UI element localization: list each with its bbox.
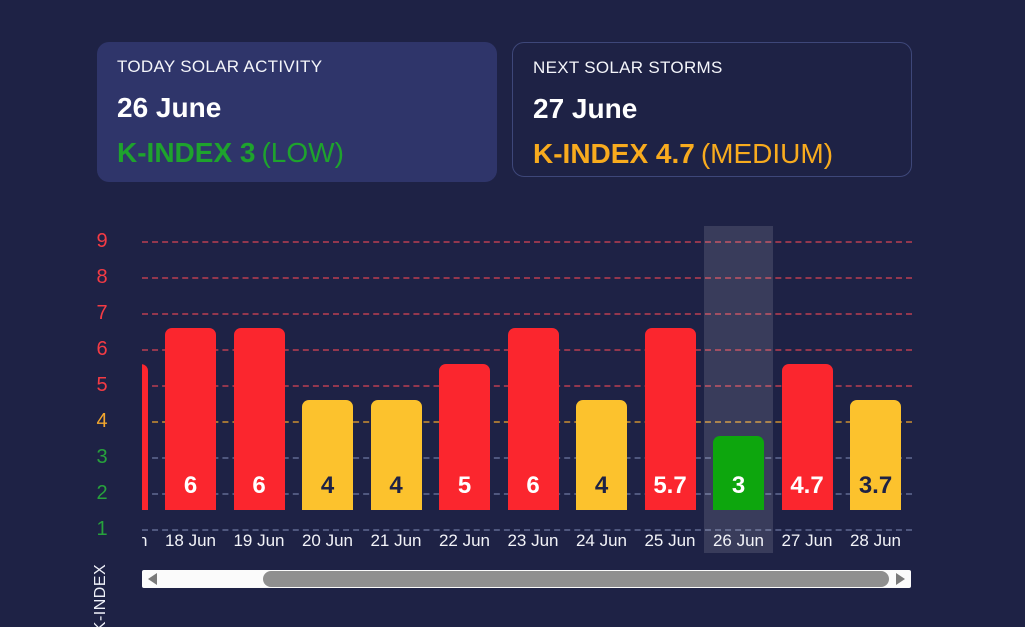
kindex-bar-23-jun[interactable]: 6	[507, 328, 559, 510]
gridline-9	[142, 241, 912, 243]
x-axis-label: 28 Jun	[849, 531, 902, 550]
bar-value-label: 4	[320, 472, 335, 499]
kindex-bar-28-jun[interactable]: 3.7	[850, 400, 901, 510]
x-axis-label: 21 Jun	[370, 531, 422, 550]
x-axis-label: 23 Jun	[507, 531, 559, 550]
x-axis-label: 25 Jun	[644, 531, 696, 550]
bar-value-label: 6	[526, 472, 540, 499]
next-kindex-severity: (MEDIUM)	[700, 138, 834, 169]
today-card-date: 26 June	[117, 92, 222, 123]
next-kindex-value: K-INDEX 4.7	[533, 138, 695, 169]
next-card-title: NEXT SOLAR STORMS	[533, 58, 723, 77]
kindex-bar-chart: 17 Jun 6 18 Jun 6 19 Jun 4 20 Jun 4 21 Jun 5 22 Ju…	[142, 220, 912, 565]
today-kindex-severity: (LOW)	[261, 137, 344, 168]
bar-value-label: 5.7	[653, 472, 687, 499]
kindex-bar-19-jun[interactable]: 6	[233, 328, 285, 510]
scrollbar-left-arrow-icon[interactable]	[148, 573, 157, 585]
kindex-bar-21-jun[interactable]: 4	[370, 400, 422, 510]
y-axis-title: K-INDEX	[92, 563, 109, 627]
x-axis-label: 19 Jun	[233, 531, 285, 550]
gridline-8	[142, 277, 912, 279]
bar-value-label: 6	[252, 472, 266, 499]
y-axis-tick-6: 6	[96, 338, 108, 360]
bar-value-label: 6	[183, 472, 198, 499]
bar-value-label: 5	[457, 472, 472, 499]
kindex-bar-25-jun[interactable]: 5.7	[644, 328, 696, 510]
next-card-date: 27 June	[533, 93, 638, 124]
y-axis-tick-4: 4	[96, 410, 108, 432]
x-axis-label: 18 Jun	[164, 531, 217, 550]
today-solar-activity-card: TODAY SOLAR ACTIVITY 26 June K-INDEX 3 (L…	[97, 42, 497, 182]
y-axis-tick-7: 7	[96, 302, 108, 324]
kindex-bar-27-jun[interactable]: 4.7	[781, 364, 833, 510]
scrollbar-thumb[interactable]	[263, 571, 889, 587]
kindex-bar-26-jun[interactable]: 3	[713, 436, 764, 510]
y-axis-tick-5: 5	[96, 374, 108, 396]
today-card-kindex-line: K-INDEX 3 (LOW)	[117, 138, 477, 168]
y-axis-tick-9: 9	[96, 230, 108, 252]
x-axis-label: 22 Jun	[438, 531, 491, 550]
today-kindex-value: K-INDEX 3	[117, 137, 256, 168]
horizontal-scrollbar[interactable]	[142, 570, 911, 588]
y-axis-tick-1: 1	[96, 518, 108, 540]
bar-value-label: 3	[731, 472, 746, 499]
next-solar-storms-card: NEXT SOLAR STORMS 27 June K-INDEX 4.7 (ME…	[512, 42, 912, 177]
y-axis: 9 8 7 6 5 4 3 2 1	[0, 0, 142, 627]
x-axis-label: 20 Jun	[301, 531, 354, 550]
bar-value-label: 4.7	[790, 472, 824, 499]
kindex-bar-24-jun[interactable]: 4	[576, 400, 627, 510]
y-axis-tick-8: 8	[96, 266, 108, 288]
bar-value-label: 3.7	[858, 472, 893, 499]
next-card-kindex-line: K-INDEX 4.7 (MEDIUM)	[533, 139, 891, 169]
x-axis-label: 26 Jun	[712, 531, 765, 550]
today-card-title: TODAY SOLAR ACTIVITY	[117, 57, 323, 76]
y-axis-tick-3: 3	[96, 446, 108, 468]
y-axis-tick-2: 2	[96, 482, 108, 504]
kindex-bar-22-jun[interactable]: 5	[439, 364, 490, 510]
bar-value-label: 4	[594, 472, 609, 499]
gridline-7	[142, 313, 912, 315]
kindex-bar-18-jun[interactable]: 6	[165, 328, 216, 510]
scrollbar-right-arrow-icon[interactable]	[896, 573, 905, 585]
x-axis-label: 27 Jun	[781, 531, 833, 550]
kindex-bar-20-jun[interactable]: 4	[302, 400, 353, 510]
gridline-1	[142, 529, 912, 531]
x-axis-label: 17 Jun	[142, 531, 148, 550]
x-axis-label: 24 Jun	[575, 531, 628, 550]
bar-value-label: 4	[389, 472, 403, 499]
kindex-bar-17-jun[interactable]	[142, 364, 148, 510]
